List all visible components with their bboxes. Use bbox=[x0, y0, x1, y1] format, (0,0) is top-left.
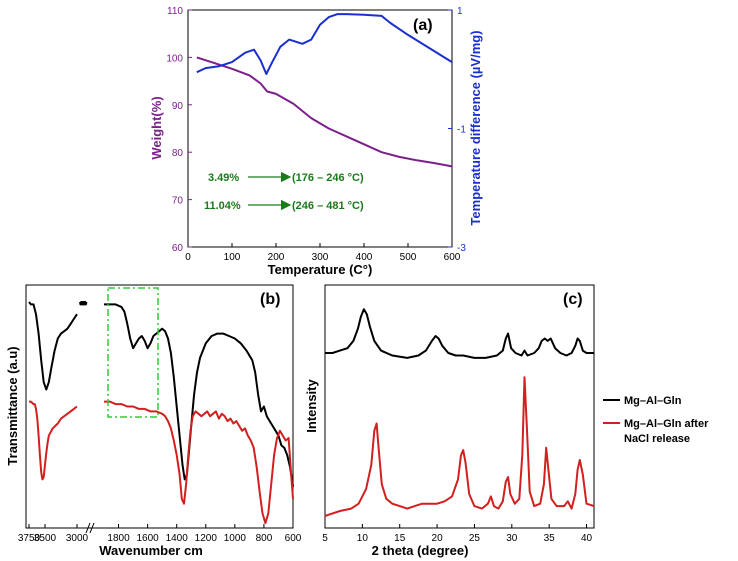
annotation-2-pct: 11.04% bbox=[204, 200, 241, 212]
ftir-red-segment bbox=[104, 400, 294, 525]
x-tick-label: 20 bbox=[432, 533, 444, 544]
legend-item-1: Mg–Al–Gln bbox=[624, 395, 682, 407]
x-tick-label: 400 bbox=[356, 252, 373, 263]
legend-item-2-line2: NaCl release bbox=[624, 433, 690, 445]
x-tick-label: 500 bbox=[400, 252, 417, 263]
x-tick-label: 1200 bbox=[195, 533, 218, 544]
y-tick-label: 90 bbox=[172, 101, 184, 112]
panel-a-xlabel: Temperature (C°) bbox=[268, 262, 373, 277]
panel-a-right-axis: -3 -1 1 bbox=[448, 6, 466, 254]
panel-c: 5 10 15 20 25 30 35 40 (c) 2 theta (degree) Int… bbox=[304, 284, 595, 558]
x-tick-label: 10 bbox=[357, 533, 369, 544]
panel-b-ylabel: Transmittance (a.u) bbox=[5, 346, 20, 465]
panel-b-frame bbox=[25, 284, 294, 529]
panel-a: 0 100 200 300 400 500 600 60 70 80 90 100 110 -3 -1 1… bbox=[149, 6, 483, 277]
legend-item-2: Mg–Al–Gln after NaCl release bbox=[624, 418, 711, 445]
x-tick-label: 15 bbox=[394, 533, 406, 544]
panel-a-series bbox=[196, 13, 453, 168]
panel-a-label: (a) bbox=[413, 17, 433, 34]
dta-curve bbox=[196, 13, 453, 75]
panel-b-series bbox=[28, 301, 294, 525]
x-tick-label: 1400 bbox=[166, 533, 189, 544]
panel-c-label: (c) bbox=[563, 291, 583, 308]
ftir-black-segment bbox=[28, 301, 78, 391]
legend: Mg–Al–Gln Mg–Al–Gln after NaCl release bbox=[603, 395, 711, 445]
y2-tick-label: 1 bbox=[457, 6, 463, 17]
panel-a-ylabel-right: Temperature difference (µV/mg) bbox=[468, 30, 483, 225]
y2-tick-label: -1 bbox=[457, 125, 466, 136]
ftir-black-segment bbox=[79, 301, 88, 306]
ftir-red-segment bbox=[29, 400, 78, 481]
annotation-1-range: (176 – 246 °C) bbox=[292, 172, 364, 184]
x-tick-label: 100 bbox=[224, 252, 241, 263]
x-tick-label: 30 bbox=[506, 533, 518, 544]
x-tick-label: 600 bbox=[444, 252, 461, 263]
annotation-2: 11.04% (246 – 481 °C) bbox=[204, 199, 364, 212]
x-tick-label: 35 bbox=[544, 533, 556, 544]
y-tick-label: 110 bbox=[167, 6, 183, 17]
panel-c-x-axis: 5 10 15 20 25 30 35 40 bbox=[322, 524, 593, 544]
x-tick-label: 1000 bbox=[224, 533, 247, 544]
annotation-1: 3.49% (176 – 246 °C) bbox=[208, 171, 364, 184]
legend-item-2-line1: Mg–Al–Gln after bbox=[624, 418, 709, 430]
panel-a-ylabel-left: Weight(%) bbox=[149, 96, 164, 159]
panel-a-left-axis: 60 70 80 90 100 110 bbox=[166, 6, 192, 254]
x-tick-label: 40 bbox=[581, 533, 593, 544]
y2-tick-label: -3 bbox=[457, 243, 466, 254]
panel-c-frame bbox=[324, 284, 595, 529]
x-tick-label: 3000 bbox=[66, 533, 89, 544]
highlight-box bbox=[107, 287, 159, 418]
x-tick-label: 800 bbox=[256, 533, 273, 544]
x-tick-label: 5 bbox=[322, 533, 328, 544]
xrd-black-curve bbox=[325, 308, 594, 359]
panel-b-xlabel: Wavenumber cm bbox=[99, 543, 203, 558]
panel-c-xlabel: 2 theta (degree) bbox=[372, 543, 469, 558]
x-tick-label: 600 bbox=[285, 533, 302, 544]
x-tick-label: 25 bbox=[469, 533, 481, 544]
xrd-red-curve bbox=[324, 376, 595, 517]
y-tick-label: 80 bbox=[172, 148, 184, 159]
x-tick-label: 3500 bbox=[34, 533, 57, 544]
x-tick-label: 1600 bbox=[136, 533, 159, 544]
y-tick-label: 70 bbox=[172, 196, 184, 207]
x-tick-label: 3750 bbox=[18, 533, 41, 544]
panel-c-ylabel: Intensity bbox=[304, 379, 319, 433]
annotation-1-pct: 3.49% bbox=[208, 172, 239, 184]
x-tick-label: 300 bbox=[312, 252, 329, 263]
y-tick-label: 60 bbox=[172, 243, 184, 254]
panel-c-series bbox=[324, 308, 595, 517]
panel-b-label: (b) bbox=[260, 291, 280, 308]
panel-a-x-axis: 0 100 200 300 400 500 600 bbox=[185, 243, 461, 263]
weight-curve bbox=[196, 56, 453, 168]
x-tick-label: 1800 bbox=[107, 533, 130, 544]
x-tick-label: 0 bbox=[185, 252, 191, 263]
annotation-2-range: (246 – 481 °C) bbox=[292, 200, 364, 212]
ftir-black-segment bbox=[104, 303, 294, 487]
y-tick-label: 100 bbox=[166, 53, 183, 64]
x-tick-label: 200 bbox=[268, 252, 285, 263]
axis-break-mark bbox=[85, 522, 95, 534]
